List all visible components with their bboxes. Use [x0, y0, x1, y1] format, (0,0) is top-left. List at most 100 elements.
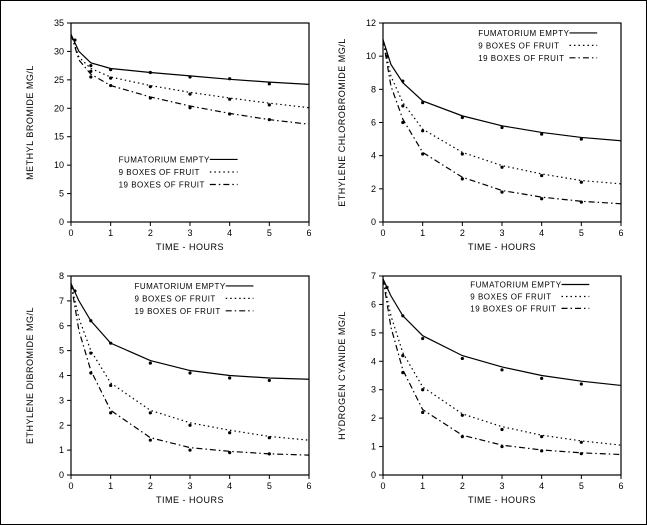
data-marker	[73, 289, 76, 292]
x-tick-label: 6	[618, 481, 623, 491]
y-tick-label: 7	[59, 296, 64, 306]
data-marker	[149, 411, 152, 414]
y-tick-label: 0	[371, 470, 376, 480]
x-tick-label: 4	[539, 481, 544, 491]
y-axis-label: HYDROGEN CYANIDE MG/L	[337, 311, 347, 440]
data-marker	[580, 441, 583, 444]
series-line-dotted	[71, 34, 309, 107]
data-marker	[580, 382, 583, 385]
legend-label: 19 BOXES OF FRUIT	[119, 180, 205, 189]
y-tick-label: 10	[366, 51, 376, 61]
chart-ethylene-chlorobromide: 0123456024681012TIME - HOURSETHYLENE CHL…	[331, 13, 631, 258]
x-tick-label: 0	[380, 481, 385, 491]
data-marker	[461, 177, 464, 180]
y-tick-label: 30	[54, 46, 64, 56]
data-marker	[73, 38, 76, 41]
y-tick-label: 3	[371, 385, 376, 395]
data-marker	[500, 368, 503, 371]
x-tick-label: 5	[579, 481, 584, 491]
y-tick-label: 8	[59, 271, 64, 281]
x-tick-label: 1	[420, 228, 425, 238]
y-tick-label: 0	[59, 470, 64, 480]
x-tick-label: 1	[420, 481, 425, 491]
y-tick-label: 5	[371, 328, 376, 338]
data-marker	[188, 92, 191, 95]
legend-label: FUMATORIUM EMPTY	[134, 282, 225, 291]
data-marker	[268, 103, 271, 106]
data-marker	[385, 286, 388, 289]
data-marker	[500, 126, 503, 129]
y-tick-label: 15	[54, 132, 64, 142]
data-marker	[540, 133, 543, 136]
x-tick-label: 5	[579, 228, 584, 238]
y-tick-label: 0	[371, 217, 376, 227]
data-marker	[401, 79, 404, 82]
data-marker	[540, 197, 543, 200]
y-tick-label: 3	[59, 395, 64, 405]
legend-label: FUMATORIUM EMPTY	[478, 29, 569, 38]
data-marker	[461, 357, 464, 360]
chart-svg: 0123456012345678TIME - HOURSETHYLENE DIB…	[19, 266, 319, 511]
data-marker	[461, 414, 464, 417]
plot-border	[71, 23, 309, 222]
data-marker	[109, 84, 112, 87]
series-line-dashdot	[383, 40, 621, 204]
x-tick-label: 1	[108, 481, 113, 491]
data-marker	[89, 64, 92, 67]
data-marker	[421, 152, 424, 155]
data-marker	[268, 452, 271, 455]
x-tick-label: 2	[460, 481, 465, 491]
x-axis-label: TIME - HOURS	[468, 242, 536, 252]
data-marker	[228, 376, 231, 379]
series-line-dashdot	[71, 34, 309, 124]
data-marker	[188, 75, 191, 78]
data-marker	[580, 201, 583, 204]
x-tick-label: 6	[306, 228, 311, 238]
chart-svg: 0123456024681012TIME - HOURSETHYLENE CHL…	[331, 13, 631, 258]
data-marker	[461, 116, 464, 119]
legend-label: 9 BOXES OF FRUIT	[478, 41, 559, 50]
data-marker	[580, 137, 583, 140]
y-axis-label: ETHYLENE CHLOROBROMIDE MG/L	[337, 38, 347, 207]
data-marker	[421, 337, 424, 340]
y-tick-label: 6	[371, 118, 376, 128]
y-tick-label: 2	[371, 413, 376, 423]
chart-hydrogen-cyanide: 012345601234567TIME - HOURSHYDROGEN CYAN…	[331, 266, 631, 511]
data-marker	[149, 85, 152, 88]
x-tick-label: 0	[380, 228, 385, 238]
y-tick-label: 6	[59, 321, 64, 331]
legend-label: 19 BOXES OF FRUIT	[478, 54, 564, 63]
data-marker	[109, 342, 112, 345]
data-marker	[500, 428, 503, 431]
legend-label: 19 BOXES OF FRUIT	[470, 304, 556, 313]
data-marker	[401, 371, 404, 374]
chart-svg: 012345601234567TIME - HOURSHYDROGEN CYAN…	[331, 266, 631, 511]
data-marker	[268, 436, 271, 439]
x-tick-label: 0	[68, 481, 73, 491]
y-axis-label: ETHYLENE DIBROMIDE MG/L	[25, 307, 35, 444]
x-tick-label: 2	[148, 228, 153, 238]
y-tick-label: 6	[371, 299, 376, 309]
y-tick-label: 5	[59, 346, 64, 356]
data-marker	[149, 71, 152, 74]
legend-label: 9 BOXES OF FRUIT	[470, 292, 551, 301]
x-axis-label: TIME - HOURS	[156, 495, 224, 505]
data-marker	[228, 451, 231, 454]
data-marker	[109, 77, 112, 80]
y-tick-label: 10	[54, 160, 64, 170]
data-marker	[540, 449, 543, 452]
data-marker	[421, 129, 424, 132]
y-tick-label: 1	[59, 445, 64, 455]
data-marker	[401, 104, 404, 107]
data-marker	[500, 166, 503, 169]
data-marker	[188, 449, 191, 452]
legend-label: 9 BOXES OF FRUIT	[134, 294, 215, 303]
data-marker	[421, 411, 424, 414]
data-marker	[89, 319, 92, 322]
x-tick-label: 1	[108, 228, 113, 238]
data-marker	[228, 431, 231, 434]
x-tick-label: 3	[499, 228, 504, 238]
data-marker	[109, 68, 112, 71]
legend-label: FUMATORIUM EMPTY	[470, 281, 561, 290]
legend-label: FUMATORIUM EMPTY	[119, 155, 210, 164]
